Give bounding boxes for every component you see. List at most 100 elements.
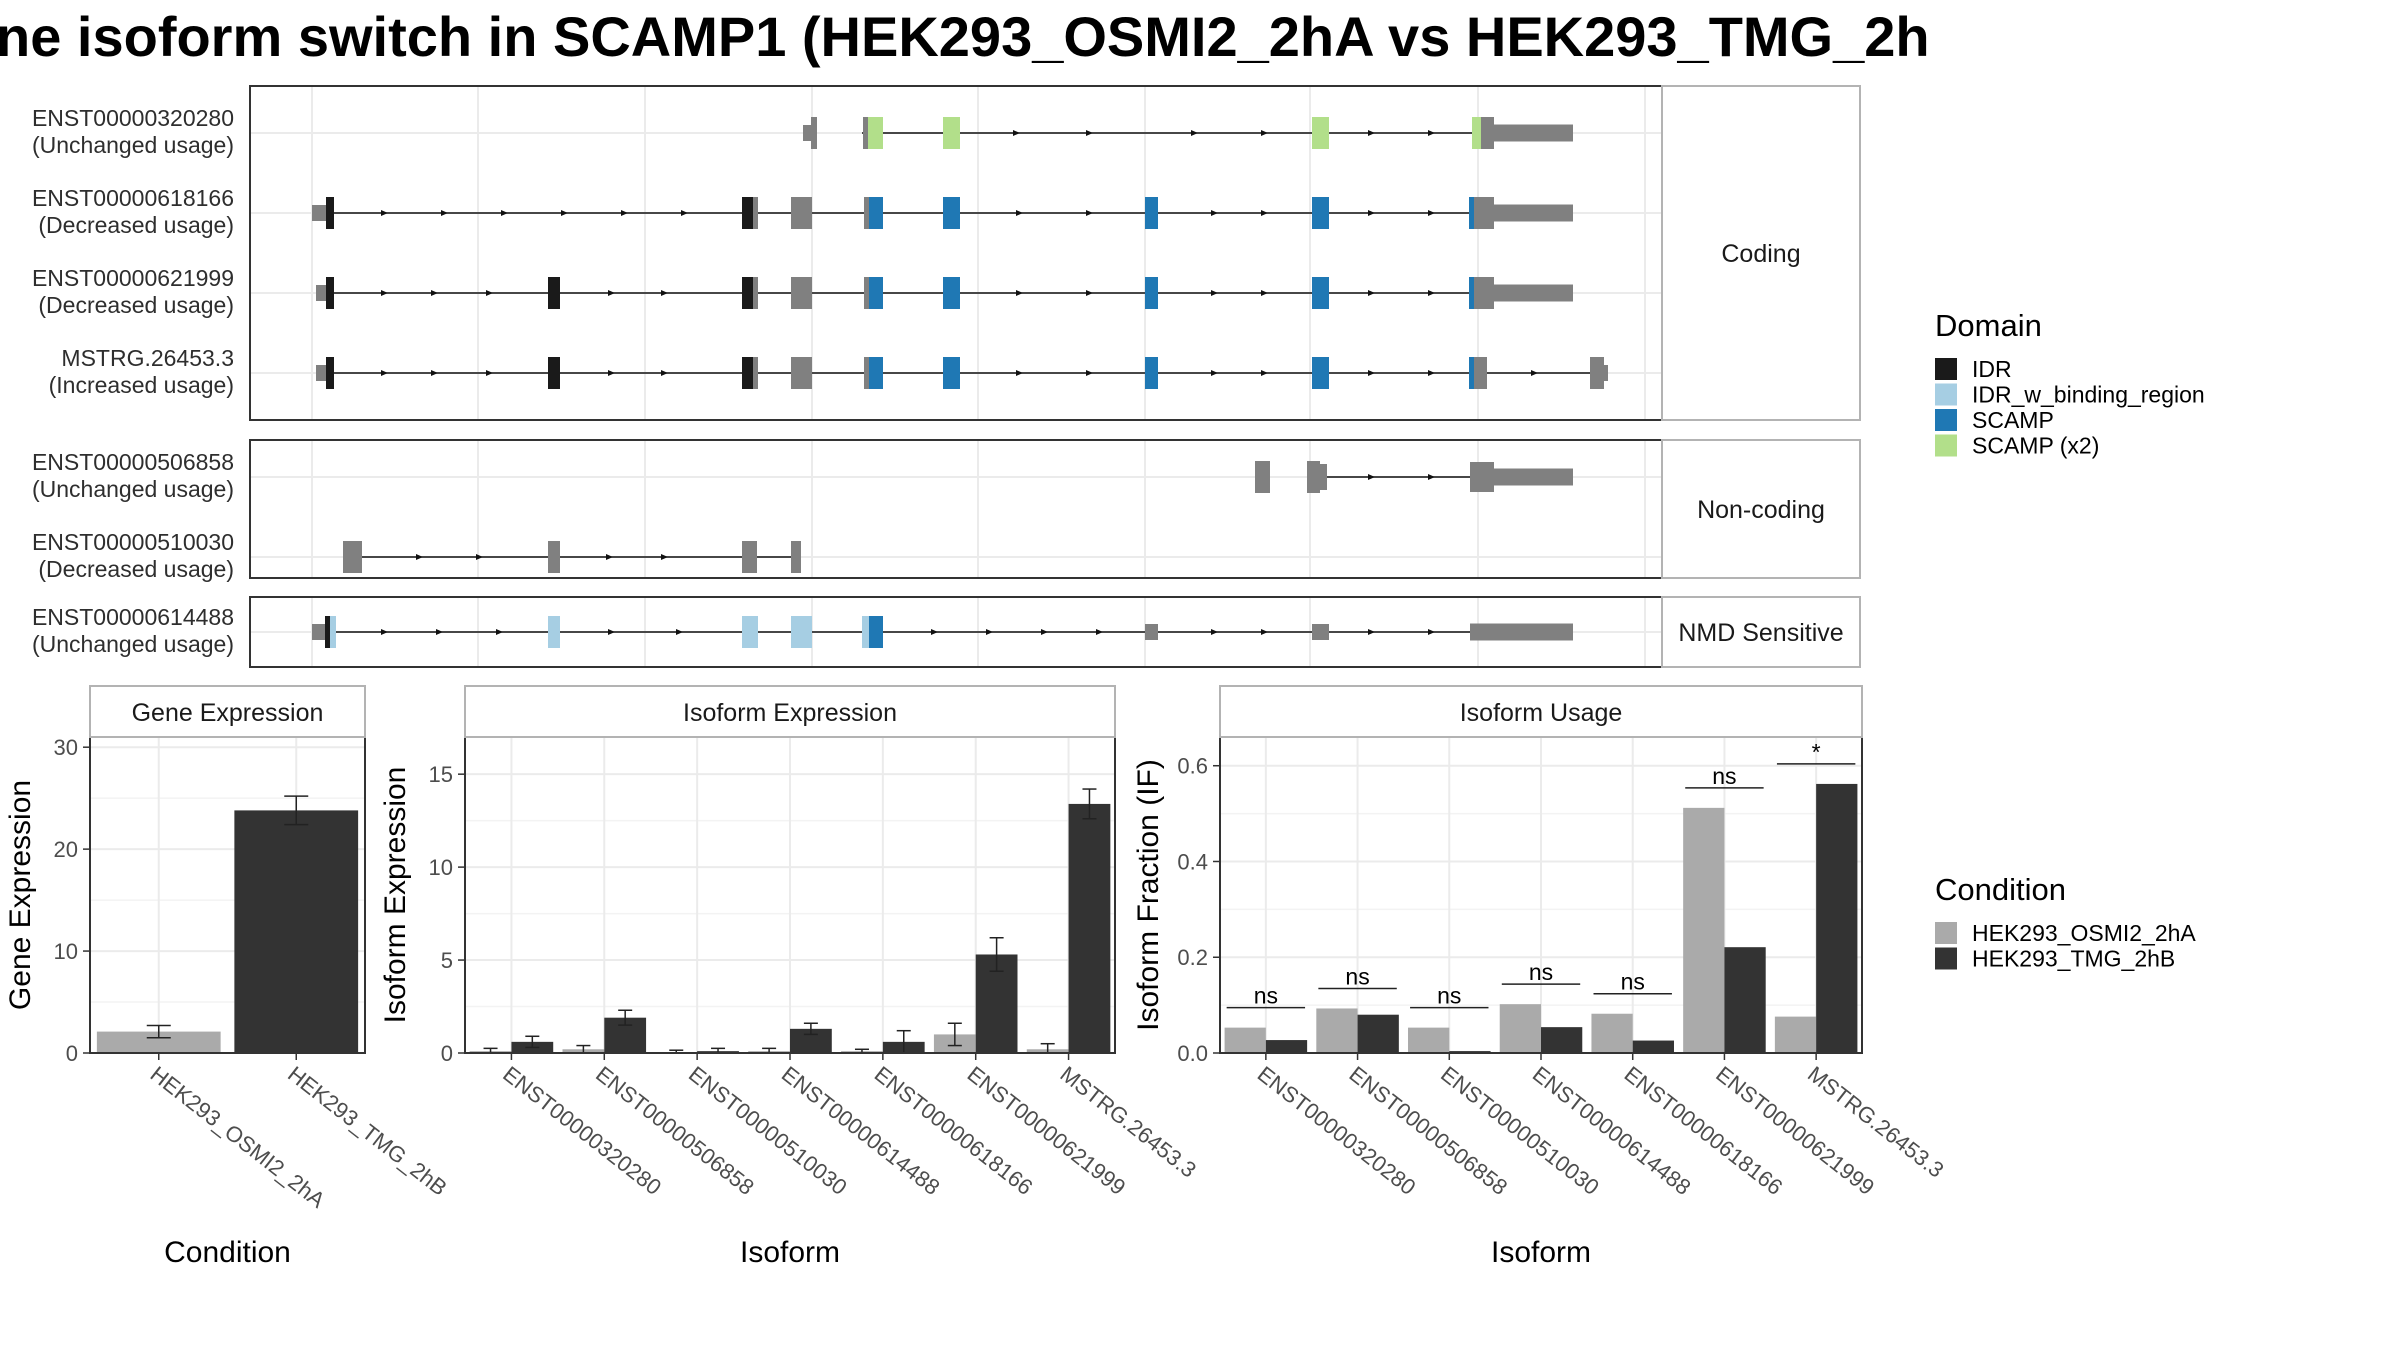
exon-exon — [548, 541, 560, 573]
strand-arrow — [381, 370, 388, 376]
exon-exon — [803, 125, 811, 141]
bar-HEK293_OSMI2_2hA — [1224, 1027, 1266, 1053]
strand-arrow — [1096, 629, 1103, 635]
exon-idr — [548, 277, 560, 309]
exon-idr-w-binding-region — [548, 616, 560, 648]
exon-exon — [1481, 117, 1494, 149]
y-tick-label: 0.6 — [1177, 754, 1208, 779]
exon-exon — [864, 197, 869, 229]
bar-HEK293_TMG_2hB — [234, 810, 359, 1053]
y-tick-label: 10 — [54, 939, 78, 964]
significance-label: ns — [1712, 763, 1736, 789]
transcript-id-label: ENST00000320280 — [32, 105, 234, 131]
exon-exon — [1474, 277, 1494, 309]
panel-background — [250, 440, 1662, 578]
strand-arrow — [1428, 290, 1435, 296]
exon-exon — [1590, 357, 1604, 389]
exon-scamp — [869, 616, 883, 648]
exon-idr-w-binding-region — [330, 616, 336, 648]
strand-arrow — [1428, 370, 1435, 376]
strand-arrow — [1531, 370, 1538, 376]
strand-arrow — [1428, 629, 1435, 635]
exon-exon — [316, 365, 326, 381]
facet-strip-label: Non-coding — [1697, 496, 1825, 524]
strand-arrow — [608, 290, 615, 296]
exon-scamp-x2- — [943, 117, 960, 149]
legend-swatch — [1935, 358, 1957, 380]
significance-label: ns — [1345, 963, 1369, 989]
exon-idr — [325, 616, 330, 648]
exon-exon — [864, 357, 869, 389]
strand-arrow — [1428, 474, 1435, 480]
x-tick-label: ENST00000618166 — [1620, 1061, 1788, 1200]
strand-arrow — [496, 629, 503, 635]
exon-exon — [1494, 204, 1573, 222]
x-axis-title: Condition — [164, 1236, 291, 1269]
transcript-id-label: ENST00000618166 — [32, 185, 234, 211]
strand-arrow — [1261, 210, 1268, 216]
y-tick-label: 0.2 — [1177, 945, 1208, 970]
strand-arrow — [1086, 210, 1093, 216]
strand-arrow — [1016, 210, 1023, 216]
facet-strip — [1661, 85, 1861, 421]
x-tick-label: ENST00000320280 — [498, 1061, 666, 1200]
transcript-ENST00000510030: ENST00000510030(Decreased usage) — [32, 529, 801, 582]
x-tick-label: ENST00000510030 — [1436, 1061, 1604, 1200]
legend-label: SCAMP (x2) — [1972, 433, 2099, 459]
strand-arrow — [501, 210, 508, 216]
chart-title: Isoform Expression — [683, 699, 897, 727]
y-tick-label: 0.4 — [1177, 849, 1208, 874]
legends: Domain IDRIDR_w_binding_regionSCAMPSCAMP … — [1935, 308, 2205, 972]
structure-group-nmd-sensitive: ENST00000614488(Unchanged usage) NMD Sens… — [32, 596, 1861, 668]
strand-arrow — [1016, 290, 1023, 296]
bar-charts: HEK293_OSMI2_2hAHEK293_TMG_2hB0102030Gen… — [4, 685, 1949, 1269]
chart-title-strip — [89, 685, 366, 738]
bar-HEK293_TMG_2hB — [1068, 803, 1111, 1053]
exon-exon — [1470, 623, 1573, 641]
exon-exon — [1494, 124, 1573, 142]
exon-exon — [753, 197, 758, 229]
bar-HEK293_OSMI2_2hA — [1774, 1016, 1817, 1053]
y-tick-label: 5 — [441, 948, 453, 973]
strand-arrow — [486, 370, 493, 376]
strand-arrow — [1211, 290, 1218, 296]
exon-scamp — [1145, 277, 1158, 309]
x-tick-label: ENST00000618166 — [870, 1061, 1038, 1200]
transcript-id-label: ENST00000506858 — [32, 449, 234, 475]
transcript-usage-label: (Increased usage) — [49, 372, 234, 398]
transcript-id-label: MSTRG.26453.3 — [61, 345, 234, 371]
bar-HEK293_TMG_2hB — [1541, 1027, 1583, 1053]
transcript-MSTRG.26453.3: MSTRG.26453.3(Increased usage) — [49, 345, 1608, 398]
exon-exon — [1474, 357, 1487, 389]
legend-label: IDR — [1972, 356, 2012, 382]
strand-arrow — [436, 629, 443, 635]
strand-arrow — [1086, 130, 1093, 136]
strand-arrow — [1428, 210, 1435, 216]
figure-title: ne isoform switch in SCAMP1 (HEK293_OSMI… — [0, 5, 1930, 68]
bar-HEK293_TMG_2hB — [1265, 1040, 1308, 1053]
exon-exon — [316, 285, 326, 301]
strand-arrow — [1041, 629, 1048, 635]
exon-scamp — [1469, 197, 1474, 229]
strand-arrow — [1211, 629, 1218, 635]
exon-idr — [742, 197, 753, 229]
legend-swatch — [1935, 383, 1957, 406]
exon-exon — [1604, 365, 1608, 381]
exon-exon — [1474, 197, 1494, 229]
y-axis-title: Isoform Expression — [379, 767, 412, 1024]
x-tick-label: ENST00000506858 — [591, 1061, 759, 1200]
strand-arrow — [1086, 370, 1093, 376]
strand-arrow — [1261, 370, 1268, 376]
exon-exon — [1307, 461, 1320, 493]
strand-arrow — [1211, 210, 1218, 216]
strand-arrow — [1428, 130, 1435, 136]
strand-arrow — [1368, 629, 1375, 635]
x-tick-label: ENST00000510030 — [684, 1061, 852, 1200]
bar-HEK293_TMG_2hB — [1724, 947, 1766, 1053]
chart-title: Gene Expression — [132, 699, 324, 727]
exon-exon — [312, 205, 326, 221]
exon-idr — [326, 357, 334, 389]
bar-HEK293_TMG_2hB — [1632, 1040, 1674, 1053]
chart-isoform-expression: ENST00000320280ENST00000506858ENST000005… — [379, 685, 1201, 1269]
